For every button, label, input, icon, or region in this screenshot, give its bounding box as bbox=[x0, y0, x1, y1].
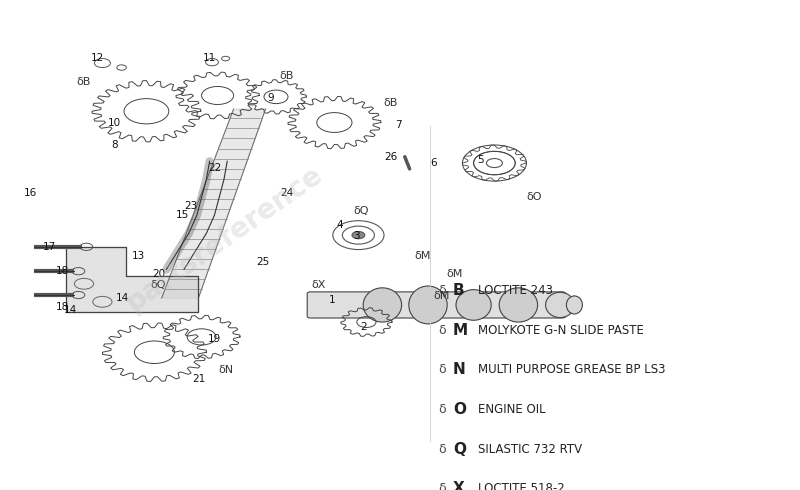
Polygon shape bbox=[66, 247, 198, 312]
Ellipse shape bbox=[566, 296, 582, 314]
Text: 14: 14 bbox=[116, 293, 129, 303]
Text: 6: 6 bbox=[430, 158, 437, 168]
Text: δB: δB bbox=[77, 77, 91, 87]
Text: δB: δB bbox=[383, 98, 398, 108]
Text: δQ: δQ bbox=[150, 280, 166, 290]
Text: 21: 21 bbox=[192, 374, 205, 384]
Text: 23: 23 bbox=[184, 201, 197, 211]
Polygon shape bbox=[162, 109, 266, 298]
Text: 22: 22 bbox=[208, 163, 221, 172]
Text: 19: 19 bbox=[208, 334, 221, 343]
Text: 25: 25 bbox=[256, 257, 269, 267]
Text: δ: δ bbox=[438, 363, 446, 376]
Text: 18: 18 bbox=[56, 266, 69, 276]
Text: MULTI PURPOSE GREASE BP LS3: MULTI PURPOSE GREASE BP LS3 bbox=[478, 363, 666, 376]
Text: 5: 5 bbox=[477, 155, 483, 165]
Text: 8: 8 bbox=[111, 140, 118, 150]
Text: N: N bbox=[453, 362, 466, 377]
Text: 17: 17 bbox=[43, 242, 56, 252]
Circle shape bbox=[352, 231, 365, 239]
Text: 11: 11 bbox=[203, 52, 216, 63]
Text: 16: 16 bbox=[24, 188, 37, 198]
Text: δ: δ bbox=[438, 482, 446, 490]
Text: δN: δN bbox=[218, 365, 233, 375]
Text: δ: δ bbox=[438, 403, 446, 416]
Text: 20: 20 bbox=[152, 269, 165, 279]
Ellipse shape bbox=[546, 293, 574, 318]
Text: δ: δ bbox=[438, 284, 446, 297]
Text: δO: δO bbox=[526, 192, 542, 202]
Text: ENGINE OIL: ENGINE OIL bbox=[478, 403, 546, 416]
Text: 18: 18 bbox=[56, 302, 69, 312]
Text: O: O bbox=[453, 402, 466, 417]
Text: δM: δM bbox=[446, 269, 462, 279]
Text: 1: 1 bbox=[329, 294, 335, 305]
Ellipse shape bbox=[409, 286, 447, 324]
Text: partsreference: partsreference bbox=[120, 160, 328, 317]
Ellipse shape bbox=[363, 288, 402, 322]
FancyBboxPatch shape bbox=[307, 292, 566, 318]
Text: B: B bbox=[453, 283, 465, 298]
Text: 7: 7 bbox=[395, 120, 402, 130]
Text: 2: 2 bbox=[361, 321, 367, 332]
Text: 10: 10 bbox=[108, 118, 121, 127]
Ellipse shape bbox=[456, 290, 491, 320]
Text: δX: δX bbox=[311, 280, 326, 290]
Text: 26: 26 bbox=[384, 152, 397, 162]
Text: 14: 14 bbox=[64, 305, 77, 315]
Text: Q: Q bbox=[453, 441, 466, 457]
Text: 4: 4 bbox=[337, 220, 343, 230]
Text: LOCTITE 243: LOCTITE 243 bbox=[478, 284, 554, 297]
Text: 15: 15 bbox=[176, 210, 189, 221]
Text: δM: δM bbox=[414, 251, 430, 261]
Ellipse shape bbox=[499, 288, 538, 322]
Text: LOCTITE 518-2: LOCTITE 518-2 bbox=[478, 482, 565, 490]
Text: 12: 12 bbox=[91, 52, 104, 63]
Text: 24: 24 bbox=[280, 188, 293, 198]
Text: SILASTIC 732 RTV: SILASTIC 732 RTV bbox=[478, 442, 582, 456]
Text: δQ: δQ bbox=[354, 206, 370, 216]
Text: δ: δ bbox=[438, 442, 446, 456]
Text: 13: 13 bbox=[132, 251, 145, 261]
Text: M: M bbox=[453, 322, 468, 338]
Text: X: X bbox=[453, 481, 465, 490]
Text: 3: 3 bbox=[353, 231, 359, 242]
Text: δM: δM bbox=[434, 292, 450, 301]
Text: MOLYKOTE G-N SLIDE PASTE: MOLYKOTE G-N SLIDE PASTE bbox=[478, 324, 644, 337]
Text: δB: δB bbox=[279, 71, 294, 81]
Text: δ: δ bbox=[438, 324, 446, 337]
Text: 9: 9 bbox=[267, 93, 274, 103]
